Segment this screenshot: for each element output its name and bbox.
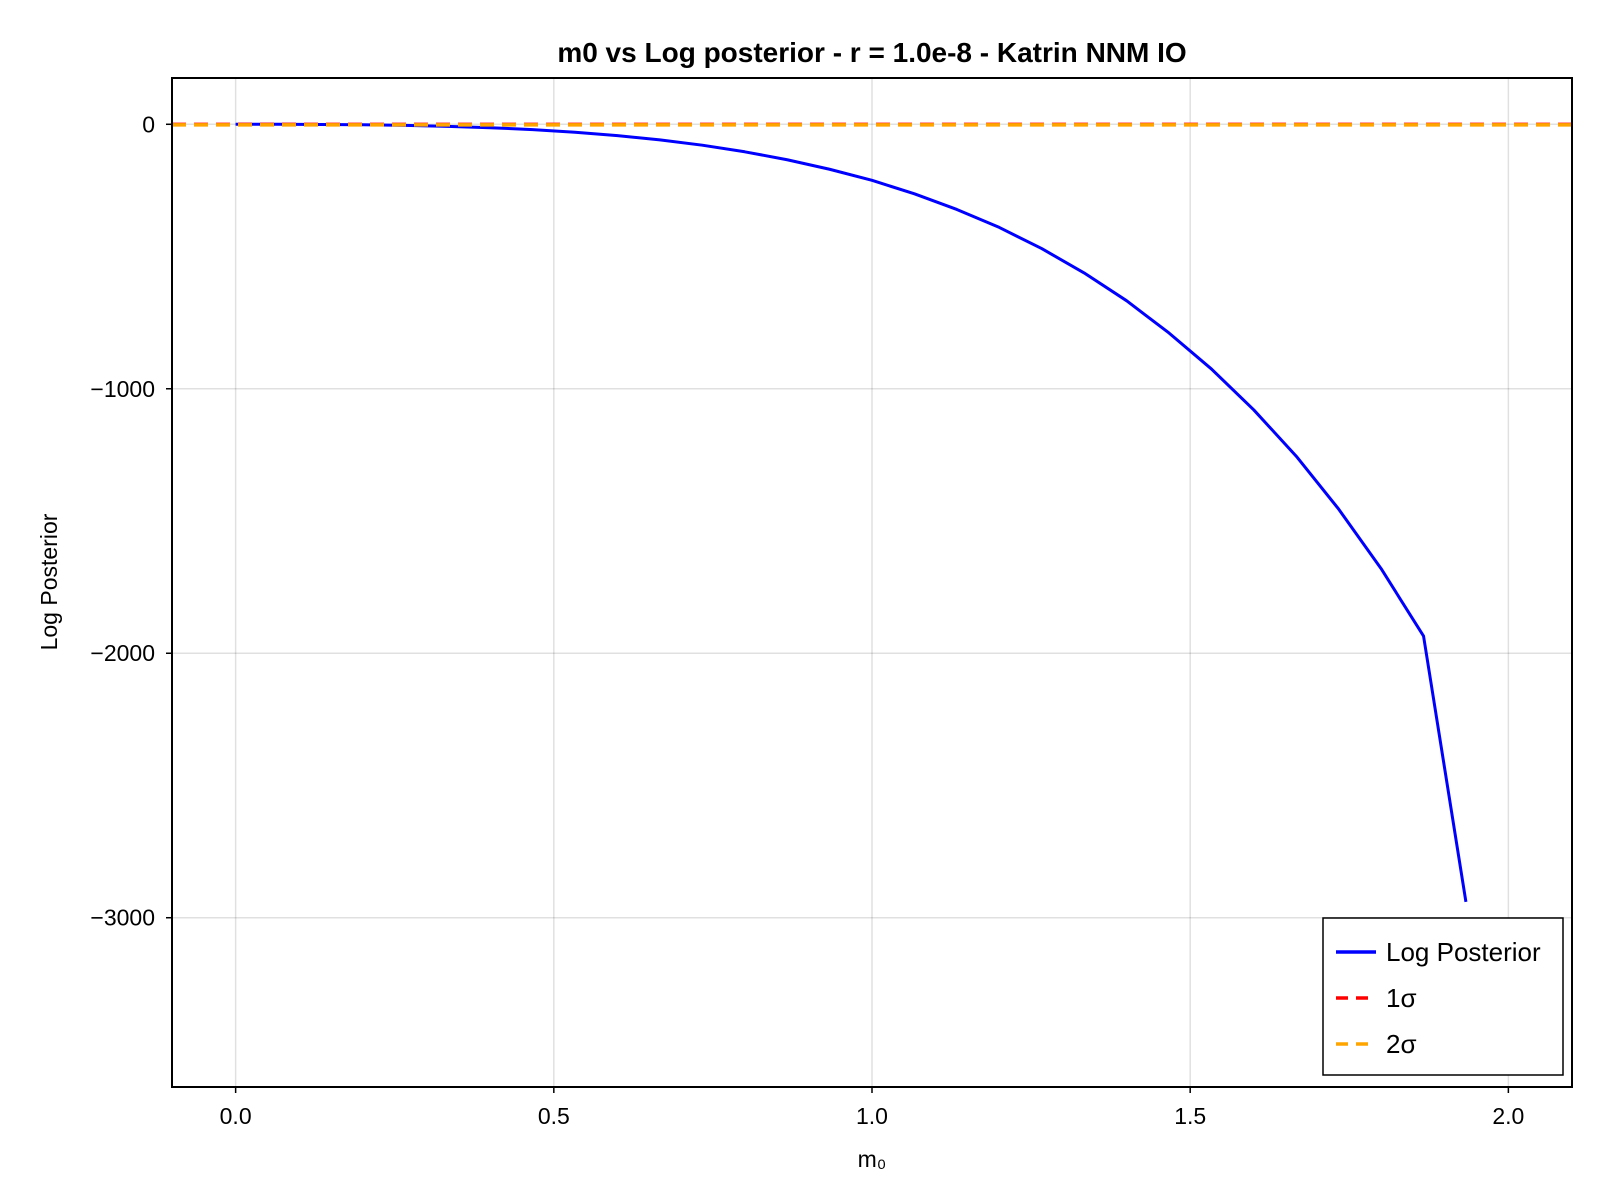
x-tick-label: 0.0 [220,1103,252,1129]
x-tick-label: 1.0 [856,1103,888,1129]
x-axis-label: m₀ [858,1146,887,1172]
legend-label: Log Posterior [1386,937,1541,967]
plot-area [172,122,1572,903]
x-tick-label: 0.5 [538,1103,570,1129]
legend-label: 1σ [1386,983,1417,1013]
y-tick-label: 0 [142,111,155,137]
y-axis-ticks: 0 −1000 −2000 −3000 [90,111,172,931]
chart-title: m0 vs Log posterior - r = 1.0e-8 - Katri… [557,37,1186,68]
y-tick-label: −3000 [90,905,155,931]
y-tick-label: −2000 [90,640,155,666]
y-tick-label: −1000 [90,376,155,402]
x-tick-label: 1.5 [1174,1103,1206,1129]
x-axis-ticks: 0.0 0.5 1.0 1.5 2.0 [220,1087,1524,1129]
x-tick-label: 2.0 [1492,1103,1524,1129]
y-axis-label: Log Posterior [36,513,62,650]
legend-label: 2σ [1386,1029,1417,1059]
series-line-log-posterior [235,122,1468,903]
legend: Log Posterior 1σ 2σ [1322,917,1564,1076]
